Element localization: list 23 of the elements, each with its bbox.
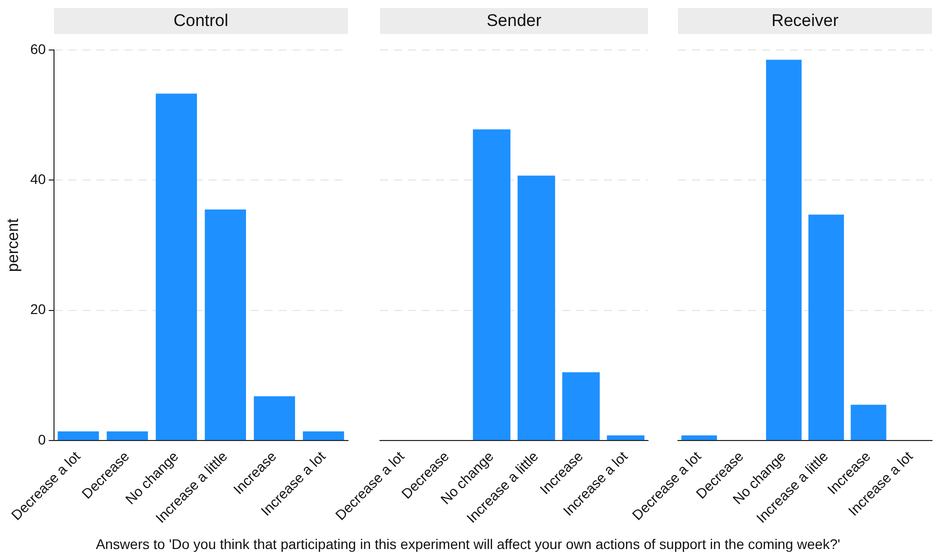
- text: Answers to 'Do you think that participating in this experiment will affect your own actions of support in the coming week?': [94, 536, 842, 552]
- bar: [156, 94, 197, 440]
- chart-title: Sender: [380, 8, 648, 34]
- y-tick-label: 0: [38, 431, 46, 448]
- bar: [850, 404, 886, 440]
- bar: [302, 431, 344, 440]
- y-tick-label: 20: [30, 301, 46, 318]
- bar: [58, 431, 99, 440]
- bar: [106, 431, 148, 440]
- bar: [518, 176, 556, 440]
- bar: [808, 214, 844, 440]
- bar: [681, 435, 717, 440]
- bar: [606, 435, 644, 440]
- y-axis-title: percent: [5, 218, 22, 272]
- bar: [254, 396, 296, 440]
- bar: [204, 209, 246, 440]
- y-tick-label: 40: [30, 171, 46, 188]
- y-tick-label: 60: [30, 40, 46, 57]
- bar: [562, 372, 600, 440]
- bar: [472, 129, 510, 440]
- bar: [766, 60, 802, 440]
- chart-title: Receiver: [678, 8, 932, 34]
- chart-title: Control: [54, 8, 348, 34]
